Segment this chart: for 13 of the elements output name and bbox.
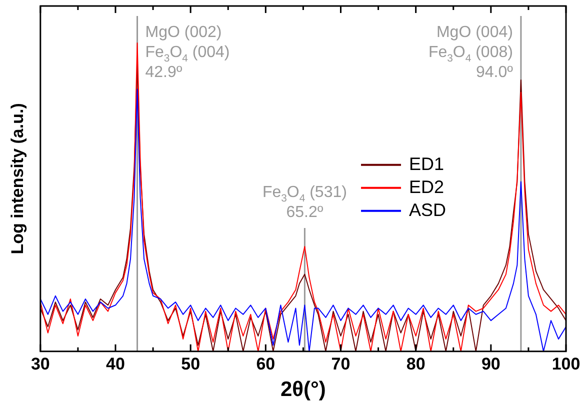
x-tick-label: 50 xyxy=(181,354,200,374)
legend-label: ED1 xyxy=(409,154,444,174)
x-tick-label: 70 xyxy=(331,354,350,374)
x-tick-label: 90 xyxy=(481,354,500,374)
x-tick-label: 60 xyxy=(256,354,276,374)
x-tick-label: 40 xyxy=(106,354,125,374)
legend-label: ED2 xyxy=(409,176,444,197)
x-tick-label: 30 xyxy=(30,354,50,374)
x-tick-label: 80 xyxy=(406,354,426,374)
legend-label: ASD xyxy=(409,200,446,220)
x-tick-label: 100 xyxy=(552,354,580,374)
y-axis-title: Log intensity (a.u.) xyxy=(8,103,27,254)
x-axis-title: 2θ(°) xyxy=(280,378,326,402)
